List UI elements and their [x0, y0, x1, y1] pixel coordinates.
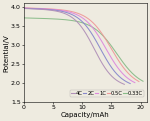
X-axis label: Capacity/mAh: Capacity/mAh: [61, 112, 110, 117]
Y-axis label: Potential/V: Potential/V: [3, 34, 9, 72]
Legend: 4C, 2C, 1C, 0.5C, 0.33C: 4C, 2C, 1C, 0.5C, 0.33C: [70, 90, 144, 97]
